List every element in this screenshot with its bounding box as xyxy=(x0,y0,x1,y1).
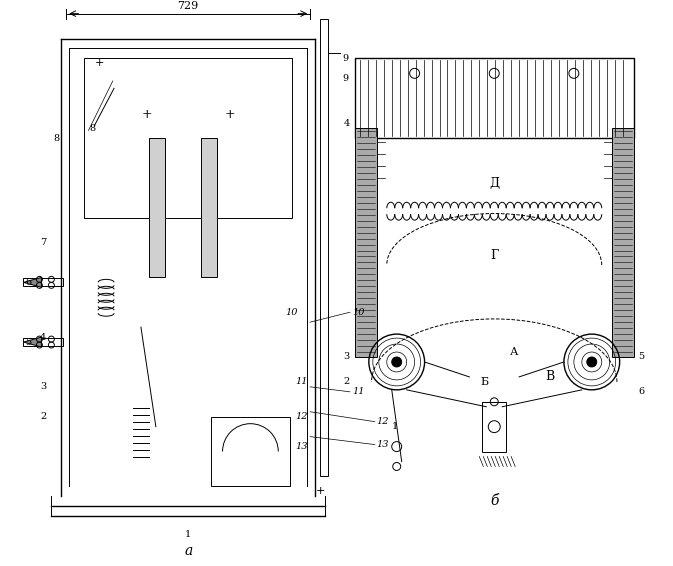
Text: 12: 12 xyxy=(377,417,389,426)
Text: 5: 5 xyxy=(26,337,32,346)
Text: 13: 13 xyxy=(295,442,308,451)
Bar xyxy=(483,402,506,452)
Circle shape xyxy=(587,357,597,367)
Text: 729: 729 xyxy=(178,1,199,11)
Bar xyxy=(24,278,63,286)
Text: 1: 1 xyxy=(185,530,191,539)
Bar xyxy=(211,417,290,486)
Text: 12: 12 xyxy=(295,412,308,421)
Circle shape xyxy=(392,357,402,367)
Text: 2: 2 xyxy=(344,378,350,387)
Text: 6: 6 xyxy=(26,278,32,287)
Bar xyxy=(149,138,165,277)
Text: 11: 11 xyxy=(352,387,364,396)
Text: 13: 13 xyxy=(377,440,389,449)
Text: 9: 9 xyxy=(342,54,348,63)
Text: В: В xyxy=(545,370,555,383)
Polygon shape xyxy=(24,337,42,347)
Bar xyxy=(84,58,292,218)
Text: 3: 3 xyxy=(40,383,46,391)
Text: б: б xyxy=(490,494,499,508)
Text: 4: 4 xyxy=(344,119,350,127)
Text: 4: 4 xyxy=(40,333,46,342)
Text: Б: Б xyxy=(481,377,489,387)
Text: а: а xyxy=(184,544,192,558)
Text: 8: 8 xyxy=(53,134,59,143)
Bar xyxy=(612,128,633,357)
Bar xyxy=(24,338,63,346)
Bar xyxy=(355,58,633,138)
Text: 9: 9 xyxy=(342,74,348,83)
Bar xyxy=(355,128,377,357)
Text: 10: 10 xyxy=(285,308,297,317)
Text: Д: Д xyxy=(489,177,499,190)
Text: 7: 7 xyxy=(40,238,46,247)
Polygon shape xyxy=(24,277,42,288)
Text: +: + xyxy=(225,108,235,121)
Text: 2: 2 xyxy=(40,412,46,421)
Text: 8: 8 xyxy=(90,123,96,132)
Text: 6: 6 xyxy=(639,387,645,396)
Bar xyxy=(201,138,217,277)
Bar xyxy=(320,19,328,477)
Text: +: + xyxy=(94,58,104,68)
Text: 10: 10 xyxy=(352,308,364,317)
Text: 5: 5 xyxy=(639,353,645,362)
Text: А: А xyxy=(510,347,518,357)
Text: +: + xyxy=(141,108,152,121)
Text: 1: 1 xyxy=(392,422,398,431)
Text: 11: 11 xyxy=(295,378,308,387)
Text: +: + xyxy=(316,486,325,496)
Text: Г: Г xyxy=(490,248,499,261)
Text: 3: 3 xyxy=(344,353,350,362)
